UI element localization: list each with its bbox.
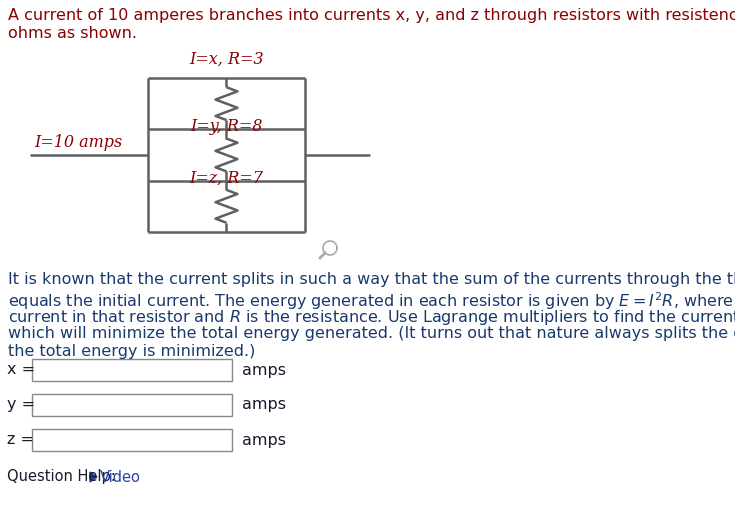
Text: z =: z = xyxy=(7,433,34,447)
Bar xyxy=(32,429,232,451)
Text: current in that resistor and $R$ is the resistance. Use Lagrange multipliers to : current in that resistor and $R$ is the … xyxy=(8,308,735,327)
Text: It is known that the current splits in such a way that the sum of the currents t: It is known that the current splits in s… xyxy=(8,272,735,287)
Text: which will minimize the total energy generated. (It turns out that nature always: which will minimize the total energy gen… xyxy=(8,326,735,341)
Text: amps: amps xyxy=(242,433,286,447)
Bar xyxy=(32,359,232,381)
Text: I=y, R=8: I=y, R=8 xyxy=(190,118,262,135)
Bar xyxy=(32,394,232,416)
Text: A current of 10 amperes branches into currents x, y, and z through resistors wit: A current of 10 amperes branches into cu… xyxy=(8,8,735,23)
Text: the total energy is minimized.): the total energy is minimized.) xyxy=(8,344,255,359)
Text: amps: amps xyxy=(242,362,286,378)
Text: y =: y = xyxy=(7,397,35,412)
Text: I=z, R=7: I=z, R=7 xyxy=(190,170,263,187)
Text: equals the initial current. The energy generated in each resistor is given by $E: equals the initial current. The energy g… xyxy=(8,290,735,312)
Text: x =: x = xyxy=(7,362,35,378)
Text: ohms as shown.: ohms as shown. xyxy=(8,26,137,41)
Text: I=10 amps: I=10 amps xyxy=(34,134,122,151)
Polygon shape xyxy=(90,472,97,482)
Text: Video: Video xyxy=(100,470,141,485)
Text: I=x, R=3: I=x, R=3 xyxy=(189,51,264,68)
Text: Question Help:: Question Help: xyxy=(7,470,115,485)
Text: amps: amps xyxy=(242,397,286,412)
